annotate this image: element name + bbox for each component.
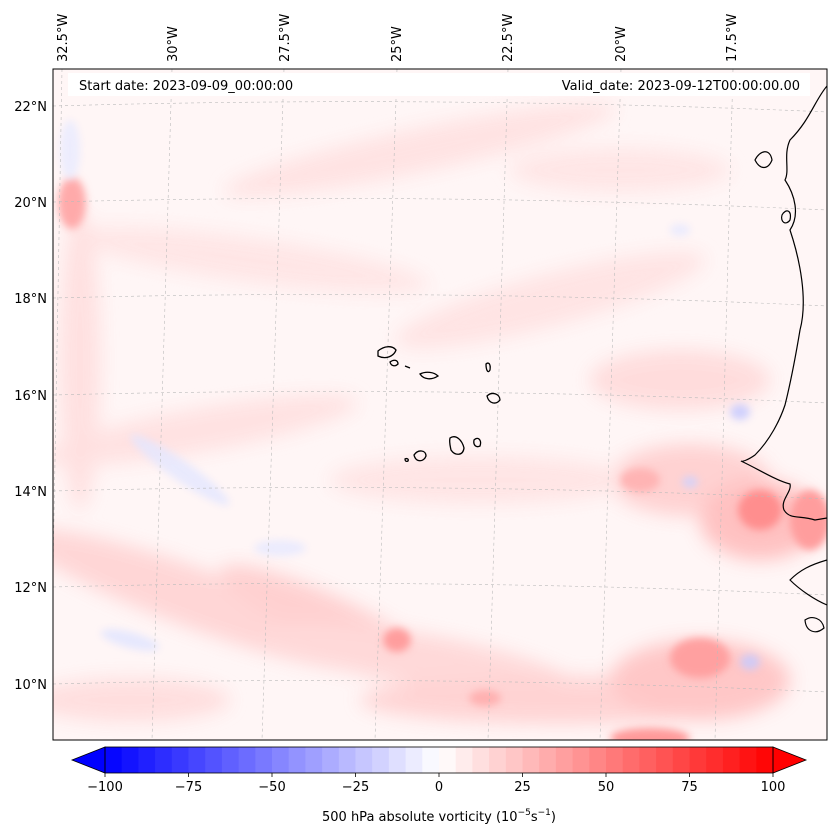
lat-label: 14°N	[14, 485, 47, 500]
colorbar-cell	[455, 747, 473, 773]
colorbar-cell	[539, 747, 557, 773]
colorbar-cell	[439, 747, 457, 773]
lon-label: 25°W	[390, 26, 405, 62]
colorbar-cell	[422, 747, 440, 773]
colorbar-cell	[138, 747, 156, 773]
colorbar-cell	[656, 747, 674, 773]
colorbar-cell	[305, 747, 323, 773]
colorbar-cell	[322, 747, 340, 773]
colorbar-cell	[622, 747, 640, 773]
colorbar-tick-label: 50	[598, 780, 615, 795]
colorbar-tick-label: −50	[258, 780, 285, 795]
graticule	[53, 69, 827, 740]
colorbar-cell	[338, 747, 356, 773]
lon-label: 17.5°W	[725, 14, 740, 62]
colorbar-cell	[706, 747, 724, 773]
colorbar-tick-label: −75	[175, 780, 202, 795]
lon-label: 20°W	[614, 26, 629, 62]
colorbar-cell	[188, 747, 206, 773]
colorbar-cell	[572, 747, 590, 773]
colorbar-cell	[589, 747, 607, 773]
colorbar-ticks: −100 −75 −50 −25 0 25 50 75 100	[87, 773, 785, 795]
colorbar-cell	[672, 747, 690, 773]
colorbar-cell	[121, 747, 139, 773]
latitude-labels: 22°N 20°N 18°N 16°N 14°N 12°N 10°N	[14, 100, 47, 693]
coastline	[740, 85, 827, 633]
colorbar-cells	[105, 747, 774, 773]
colorbar-cell	[505, 747, 523, 773]
map-frame	[52, 68, 828, 741]
colorbar-cell	[272, 747, 290, 773]
colorbar-tick-label: 100	[761, 780, 786, 795]
colorbar-cell	[606, 747, 624, 773]
lat-label: 10°N	[14, 678, 47, 693]
colorbar: −100 −75 −50 −25 0 25 50 75 100 500 hPa absolute…	[70, 746, 808, 825]
colorbar-cell	[205, 747, 223, 773]
colorbar-cell	[171, 747, 189, 773]
colorbar-cell	[238, 747, 256, 773]
lon-label: 32.5°W	[56, 14, 71, 62]
colorbar-cell	[372, 747, 390, 773]
colorbar-cell	[489, 747, 507, 773]
lat-label: 16°N	[14, 389, 47, 404]
colorbar-cell	[355, 747, 373, 773]
colorbar-tick-label: 25	[514, 780, 531, 795]
colorbar-cell	[288, 747, 306, 773]
colorbar-cell	[388, 747, 406, 773]
colorbar-tick-label: −100	[87, 780, 123, 795]
colorbar-extend-high	[772, 746, 808, 774]
colorbar-cell	[405, 747, 423, 773]
colorbar-tick-label: −25	[342, 780, 369, 795]
lat-label: 12°N	[14, 581, 47, 596]
lon-label: 22.5°W	[501, 14, 516, 62]
colorbar-extend-low	[70, 746, 106, 774]
lat-label: 18°N	[14, 292, 47, 307]
lat-label: 20°N	[14, 196, 47, 211]
lon-label: 27.5°W	[278, 14, 293, 62]
longitude-labels: 32.5°W 30°W 27.5°W 25°W 22.5°W 20°W 17.5…	[56, 14, 740, 62]
colorbar-cell	[639, 747, 657, 773]
map-panel: Start date: 2023-09-09_00:00:00 Valid_da…	[52, 68, 828, 741]
colorbar-cell	[689, 747, 707, 773]
colorbar-cell	[221, 747, 239, 773]
colorbar-cell	[722, 747, 740, 773]
colorbar-tick-label: 0	[435, 780, 443, 795]
colorbar-cell	[255, 747, 273, 773]
colorbar-label: 500 hPa absolute vorticity (10−5s−1)	[322, 808, 556, 825]
start-date-label: Start date: 2023-09-09_00:00:00	[79, 79, 293, 94]
colorbar-cell	[155, 747, 173, 773]
colorbar-cell	[739, 747, 757, 773]
cape-verde-islands	[377, 346, 501, 463]
colorbar-cell	[472, 747, 490, 773]
colorbar-cell	[756, 747, 774, 773]
colorbar-cell	[522, 747, 540, 773]
colorbar-cell	[555, 747, 573, 773]
lat-label: 22°N	[14, 100, 47, 115]
date-banner	[68, 73, 810, 96]
valid-date-label: Valid_date: 2023-09-12T00:00:00.00	[562, 79, 800, 94]
colorbar-cell	[105, 747, 123, 773]
lon-label: 30°W	[166, 26, 181, 62]
colorbar-tick-label: 75	[681, 780, 698, 795]
